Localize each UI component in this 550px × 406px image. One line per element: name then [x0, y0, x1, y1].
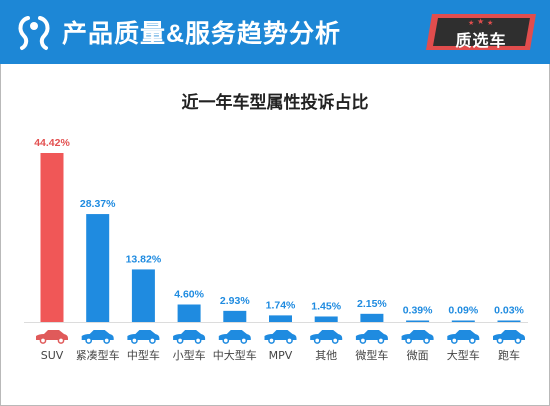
category-label-9: 微面	[407, 348, 429, 362]
bar-7	[314, 316, 338, 322]
value-label-1: 44.42%	[34, 137, 70, 149]
car-wheel-rear-icon-1	[57, 337, 65, 344]
value-label-10: 0.09%	[448, 305, 478, 317]
car-wheel-rear-icon-10	[468, 337, 476, 344]
category-label-10: 大型车	[447, 348, 480, 362]
bar-1	[40, 153, 64, 322]
value-label-4: 4.60%	[174, 288, 204, 300]
value-label-3: 13.82%	[126, 253, 162, 265]
value-label-11: 0.03%	[494, 305, 524, 317]
category-label-5: 中大型车	[213, 348, 257, 362]
category-label-2: 紧凑型车	[76, 348, 120, 362]
category-label-3: 中型车	[127, 348, 160, 362]
bar-9	[406, 320, 430, 322]
value-label-8: 2.15%	[357, 298, 387, 310]
svg-text:★: ★	[477, 17, 484, 26]
car-wheel-front-icon-3	[131, 337, 138, 344]
car-wheel-front-icon-2	[85, 337, 93, 344]
car-wheel-front-icon-5	[222, 337, 230, 344]
car-wheel-rear-icon-4	[194, 337, 202, 344]
badge-shape: ★ ★ ★	[426, 14, 536, 50]
bar-11	[497, 320, 521, 322]
category-label-1: SUV	[41, 349, 64, 362]
car-wheel-rear-icon-5	[240, 337, 248, 344]
car-wheel-front-icon-8	[359, 337, 367, 344]
value-label-9: 0.39%	[403, 305, 433, 317]
badge: ★ ★ ★ 质选车	[426, 14, 536, 50]
bar-8	[360, 313, 384, 322]
car-wheel-rear-icon-8	[377, 337, 385, 344]
car-wheel-front-icon-7	[313, 337, 321, 344]
car-wheel-rear-icon-9	[423, 337, 430, 344]
category-label-11: 跑车	[498, 348, 520, 362]
value-label-2: 28.37%	[80, 198, 116, 210]
category-label-4: 小型车	[173, 348, 206, 362]
header-title: 产品质量&服务趋势分析	[62, 20, 342, 48]
chart-title: 近一年车型属性投诉占比	[181, 93, 369, 112]
bar-4	[177, 304, 201, 322]
car-wheel-rear-icon-11	[514, 337, 522, 344]
car-wheel-rear-icon-7	[331, 337, 339, 344]
car-wheel-front-icon-4	[176, 337, 184, 344]
svg-text:★: ★	[468, 19, 474, 27]
bar-5	[223, 310, 247, 322]
category-label-6: MPV	[269, 349, 293, 362]
car-wheel-rear-icon-6	[286, 337, 293, 344]
badge-label: 质选车	[455, 33, 507, 50]
bar-6	[269, 315, 292, 322]
car-wheel-front-icon-11	[496, 337, 504, 344]
bar-2	[86, 214, 110, 322]
car-wheel-rear-icon-2	[103, 337, 111, 344]
car-wheel-front-icon-6	[268, 337, 275, 344]
category-label-7: 其他	[315, 349, 337, 362]
car-wheel-front-icon-10	[450, 337, 458, 344]
value-label-5: 2.93%	[220, 295, 250, 307]
value-label-6: 1.74%	[266, 299, 296, 311]
category-label-8: 微型车	[355, 348, 388, 362]
svg-text:★: ★	[487, 19, 493, 27]
bar-3	[131, 269, 155, 322]
header: 产品质量&服务趋势分析 ★ ★ ★ 质选车	[0, 0, 550, 64]
value-label-7: 1.45%	[311, 300, 341, 312]
car-wheel-rear-icon-3	[149, 337, 156, 344]
car-wheel-front-icon-1	[39, 337, 47, 344]
brand-logo-icon	[18, 16, 50, 50]
bar-10	[451, 320, 475, 322]
car-wheel-front-icon-9	[405, 337, 412, 344]
